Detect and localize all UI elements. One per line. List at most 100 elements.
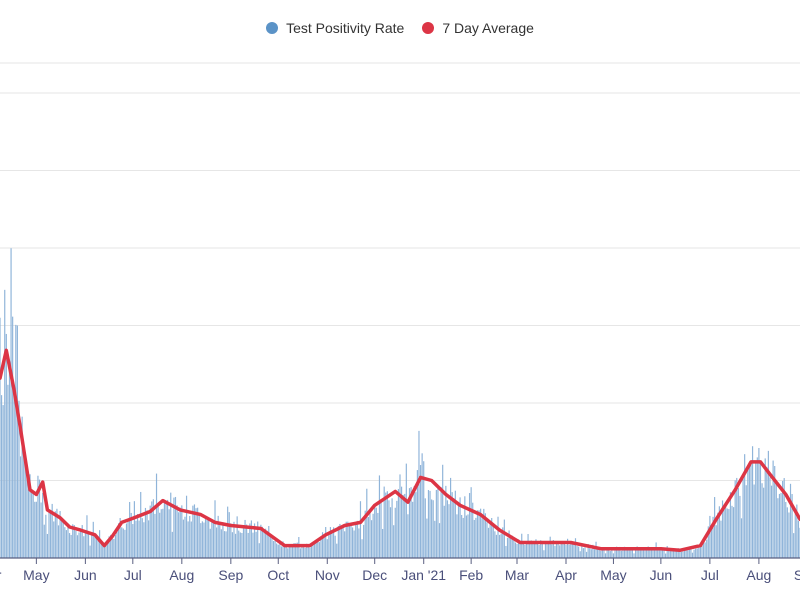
positivity-bar	[570, 544, 572, 558]
positivity-bar	[217, 515, 219, 558]
positivity-bar	[519, 542, 521, 558]
positivity-bar	[536, 543, 539, 558]
positivity-bar	[612, 553, 615, 558]
positivity-bar	[513, 538, 515, 558]
positivity-bar	[695, 548, 697, 558]
positivity-bar	[223, 531, 226, 558]
positivity-bar	[367, 516, 369, 558]
positivity-bar	[456, 514, 458, 558]
positivity-bar	[712, 516, 714, 558]
x-tick-label: Dec	[362, 567, 387, 583]
positivity-bar	[329, 527, 332, 558]
positivity-bar	[786, 507, 788, 558]
positivity-bar	[298, 537, 300, 558]
positivity-bar	[638, 549, 640, 558]
positivity-bar	[770, 485, 773, 558]
positivity-bar	[576, 546, 578, 558]
positivity-bar	[549, 536, 551, 558]
positivity-bar	[111, 537, 113, 558]
positivity-bar	[366, 488, 368, 558]
positivity-bar	[173, 497, 175, 558]
positivity-bar	[239, 532, 241, 558]
positivity-bar	[419, 465, 422, 558]
positivity-bar	[758, 447, 760, 558]
positivity-bar	[375, 507, 377, 558]
positivity-bar	[737, 487, 739, 558]
positivity-bar	[306, 543, 308, 558]
positivity-bar	[282, 541, 284, 558]
positivity-bar	[574, 538, 577, 558]
positivity-bar	[334, 535, 336, 558]
positivity-bar	[464, 496, 466, 558]
positivity-bar	[64, 527, 66, 558]
positivity-bar	[171, 531, 173, 558]
positivity-bar	[32, 493, 34, 558]
positivity-bar	[339, 523, 341, 558]
positivity-bar	[320, 537, 322, 558]
positivity-bar	[10, 248, 12, 558]
positivity-bar	[733, 507, 735, 558]
positivity-bar	[522, 542, 524, 558]
positivity-bar	[510, 538, 512, 558]
positivity-bar	[274, 540, 276, 558]
positivity-bar	[359, 501, 362, 558]
legend-item-7-day-average[interactable]: 7 Day Average	[422, 20, 534, 36]
positivity-bar	[100, 540, 102, 558]
positivity-bar	[759, 462, 762, 558]
positivity-bar	[132, 524, 134, 558]
positivity-bar	[4, 289, 6, 558]
positivity-bar	[62, 521, 64, 558]
positivity-bar	[211, 519, 213, 558]
positivity-bar	[35, 501, 37, 558]
positivity-bar	[625, 549, 627, 558]
positivity-bar	[535, 539, 537, 558]
positivity-bar	[543, 550, 545, 558]
chart-legend: Test Positivity Rate 7 Day Average	[0, 20, 800, 36]
positivity-bar	[778, 493, 781, 558]
positivity-bar	[121, 527, 123, 558]
positivity-bar	[388, 500, 390, 558]
positivity-bar	[209, 528, 211, 558]
positivity-bar	[647, 546, 649, 558]
positivity-bar	[437, 485, 439, 558]
positivity-bar	[554, 545, 556, 558]
positivity-bar	[89, 545, 91, 558]
positivity-bar	[783, 478, 785, 558]
positivity-bar	[748, 464, 750, 558]
positivity-bar	[238, 530, 240, 558]
positivity-bar	[606, 549, 608, 558]
positivity-bar	[241, 532, 243, 558]
positivity-bar	[12, 316, 14, 558]
positivity-bar	[203, 522, 205, 558]
positivity-bar	[18, 400, 20, 558]
x-tick-label: Sep	[218, 567, 243, 583]
positivity-bar	[492, 523, 494, 558]
positivity-bar	[198, 515, 200, 558]
positivity-bar	[293, 543, 295, 558]
positivity-bar	[472, 502, 474, 558]
positivity-bar	[475, 517, 477, 558]
positivity-bar	[374, 504, 376, 558]
positivity-bar	[263, 529, 265, 558]
positivity-bar	[87, 532, 90, 558]
legend-item-test-positivity-rate[interactable]: Test Positivity Rate	[266, 20, 404, 36]
positivity-bar	[75, 530, 77, 558]
positivity-bar	[220, 529, 222, 558]
positivity-bar	[791, 494, 793, 558]
positivity-bar	[279, 541, 281, 558]
positivity-bar	[717, 512, 719, 558]
positivity-bar	[683, 548, 686, 558]
positivity-bar	[685, 550, 687, 558]
positivity-bar	[127, 520, 129, 558]
positivity-bar	[178, 512, 180, 558]
positivity-bar	[688, 546, 690, 558]
positivity-bar	[609, 550, 611, 558]
positivity-bar	[144, 507, 147, 558]
positivity-bar	[168, 509, 170, 558]
positivity-bar	[524, 544, 526, 558]
positivity-bar	[302, 547, 305, 558]
positivity-bar	[370, 520, 373, 558]
positivity-bar	[541, 541, 543, 558]
positivity-bar	[344, 531, 346, 558]
positivity-bar	[767, 450, 769, 558]
